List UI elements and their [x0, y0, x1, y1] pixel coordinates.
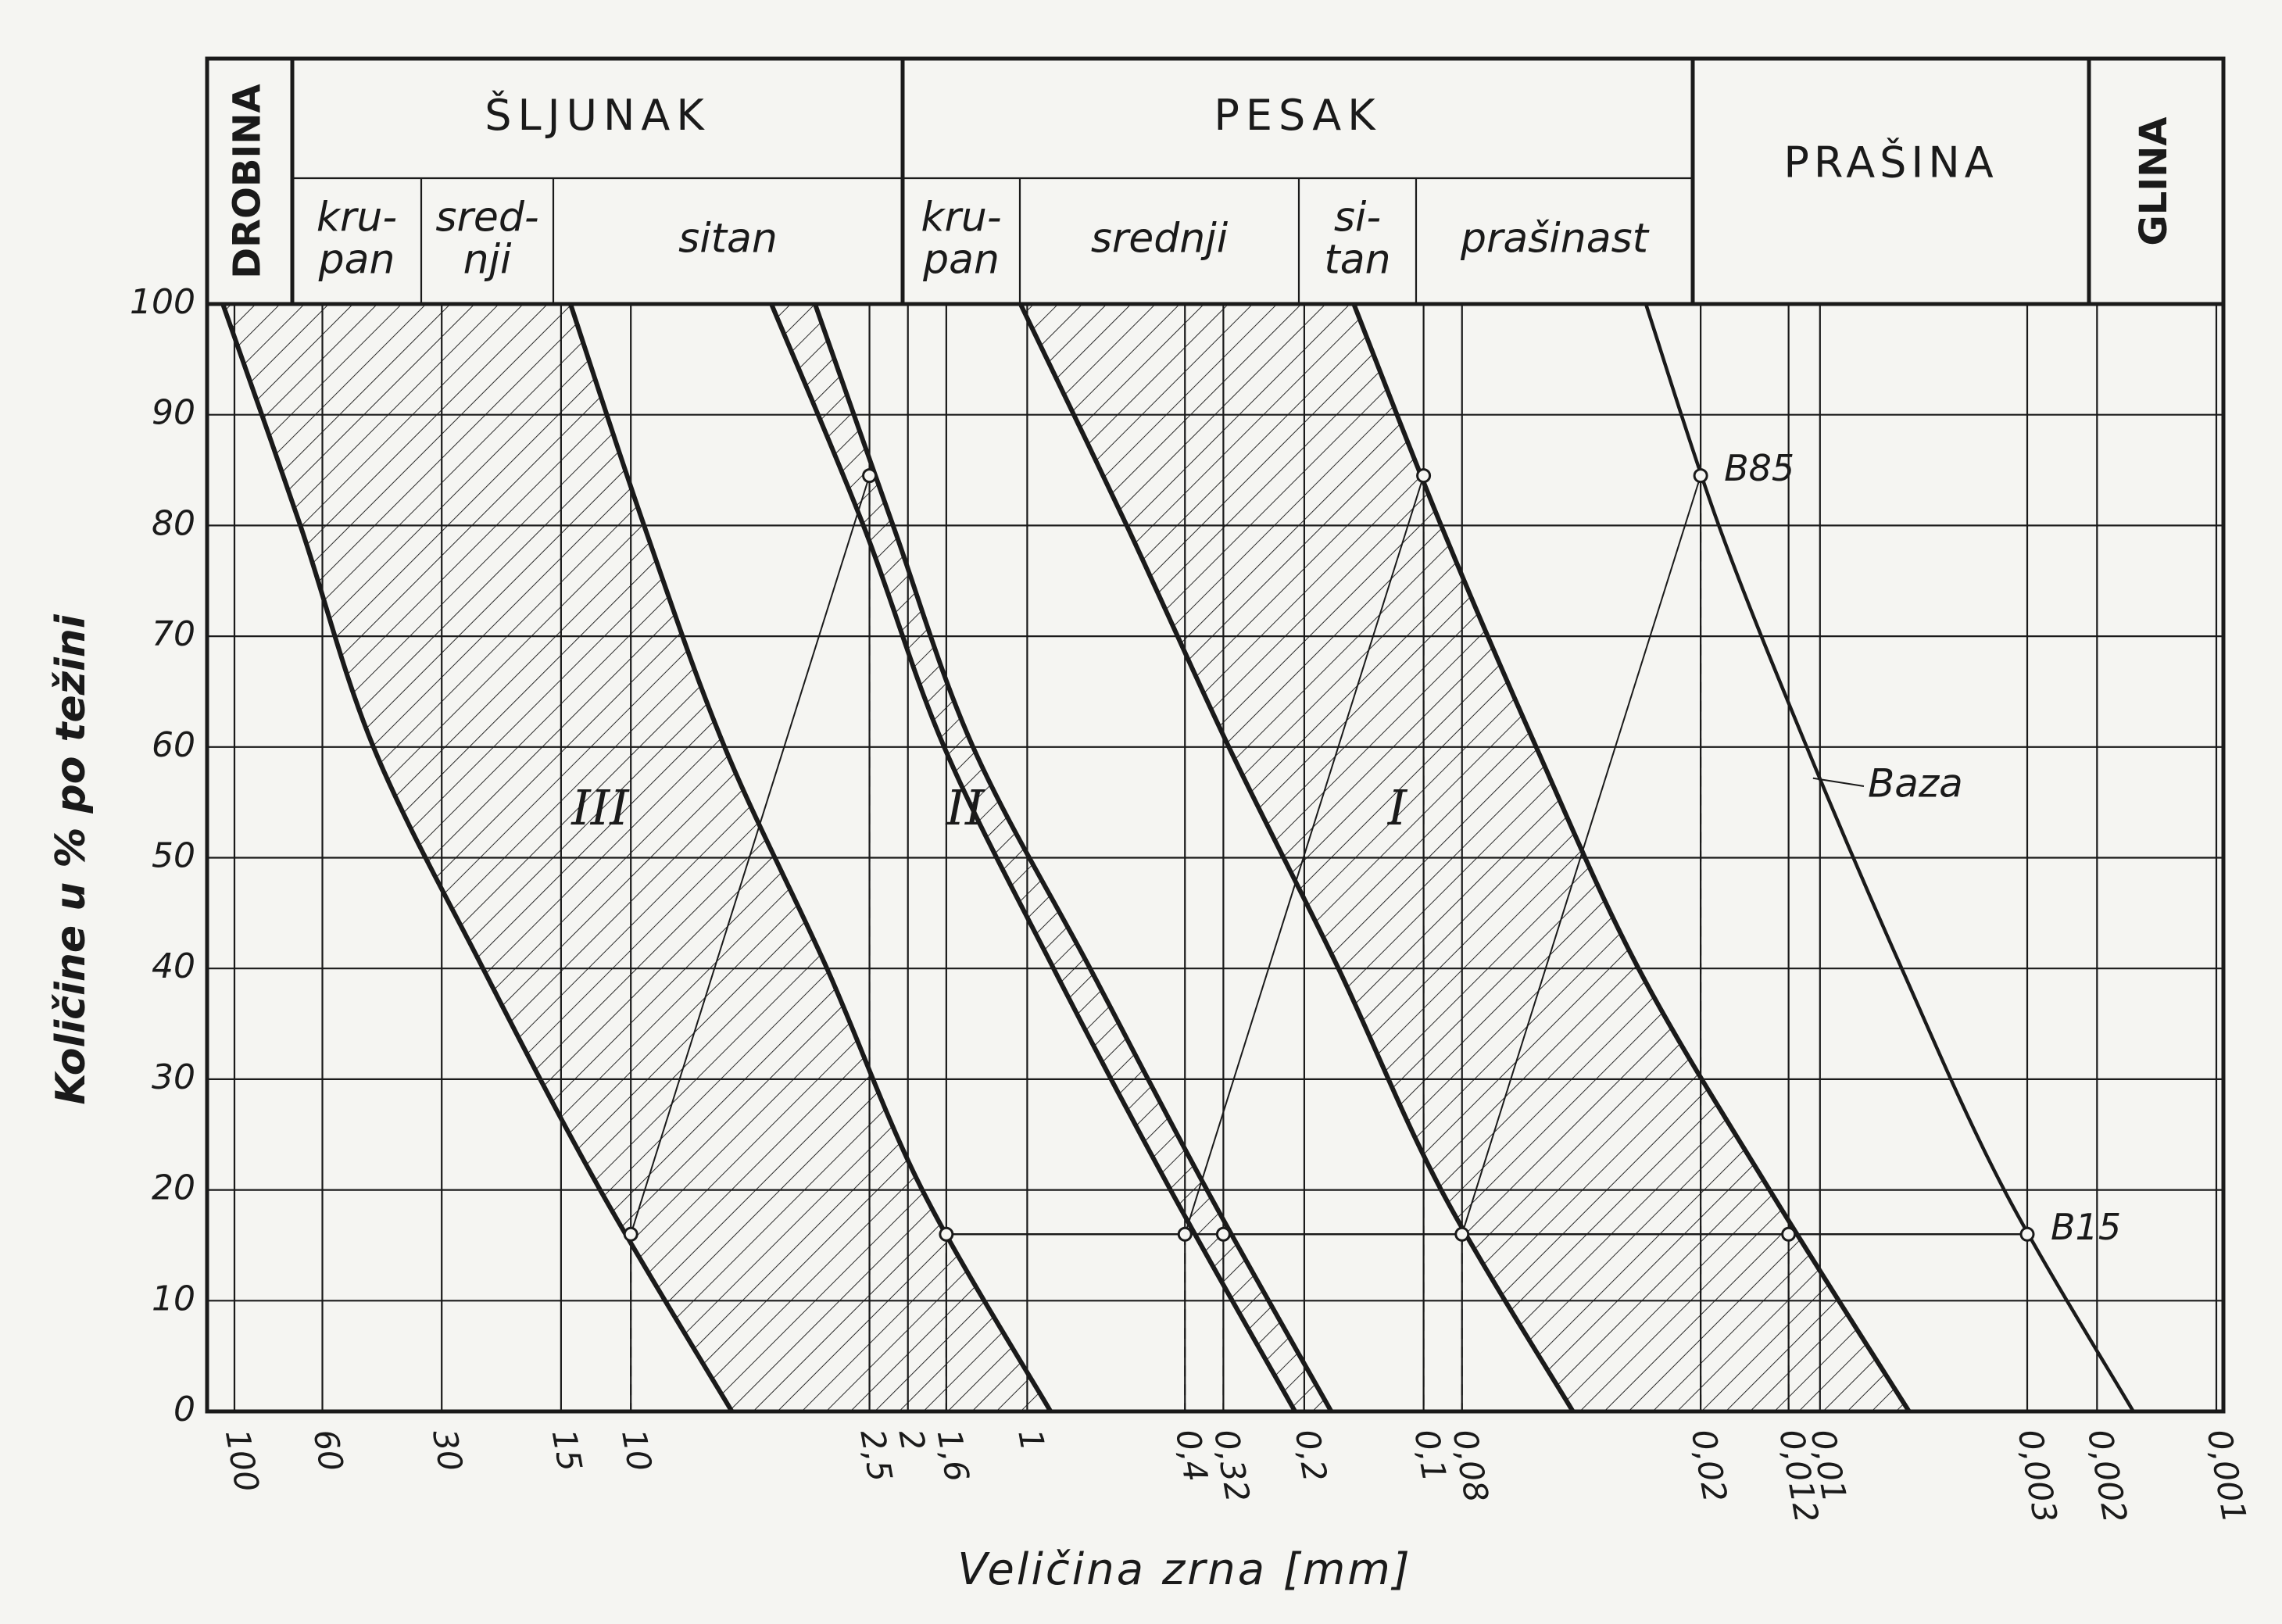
- x-tick-label: 0,32: [1207, 1426, 1257, 1505]
- header-label: PRAŠINA: [1783, 138, 1998, 188]
- x-axis-label: Veličina zrna [mm]: [957, 1544, 1411, 1595]
- x-tick-label: 100: [218, 1426, 266, 1494]
- x-tick-label: 0,003: [2011, 1426, 2065, 1526]
- construction-line: [1184, 475, 1425, 1235]
- y-tick-label: 30: [152, 1057, 195, 1097]
- y-tick-label: 20: [152, 1168, 195, 1208]
- x-tick-label: 0,001: [2200, 1426, 2254, 1526]
- y-tick-label: 10: [152, 1279, 195, 1318]
- y-tick-label: 50: [152, 836, 195, 876]
- x-tick-label: 60: [306, 1426, 351, 1474]
- x-tick-label: 1: [1010, 1426, 1052, 1454]
- zone-label: III: [570, 779, 630, 836]
- y-tick-label: 70: [152, 614, 195, 654]
- x-tick-label: 0,2: [1288, 1426, 1335, 1484]
- construction-line: [1461, 475, 1702, 1235]
- point: [1781, 1226, 1797, 1242]
- zone-label: II: [946, 779, 985, 836]
- header-sublabel: kru-: [921, 195, 1001, 241]
- point: [1454, 1226, 1470, 1242]
- point: [2019, 1226, 2035, 1242]
- curve: [769, 302, 1297, 1413]
- point: [623, 1226, 638, 1242]
- x-tick-label: 0,08: [1446, 1426, 1496, 1505]
- header-label: PESAK: [1214, 91, 1381, 140]
- header-sublabel: tan: [1324, 237, 1390, 284]
- header-sublabel: pan: [318, 237, 395, 284]
- curve: [1351, 302, 1912, 1413]
- point: [1693, 468, 1708, 484]
- series-label: Baza: [1868, 761, 1963, 807]
- label-leader: [1812, 777, 1865, 787]
- header-label: ŠLJUNAK: [485, 91, 710, 140]
- header-sublabel: nji: [463, 237, 512, 284]
- header-label: DROBINA: [226, 84, 270, 278]
- x-tick-label: 0,1: [1407, 1426, 1454, 1484]
- point: [939, 1226, 954, 1242]
- x-tick-label: 10: [614, 1426, 660, 1474]
- y-tick-label: 0: [173, 1390, 195, 1429]
- x-tick-label: 0,002: [2080, 1426, 2134, 1526]
- x-tick-label: 0,02: [1684, 1426, 1734, 1505]
- header-sublabel: si-: [1334, 195, 1381, 241]
- point: [1177, 1226, 1193, 1242]
- header-sublabel: srednji: [1091, 216, 1229, 263]
- x-tick-label: 2,5: [853, 1426, 900, 1484]
- y-tick-label: 90: [152, 393, 195, 433]
- header-sublabel: sitan: [678, 216, 778, 263]
- header-label: GLINA: [2132, 116, 2176, 245]
- header-sublabel: sred-: [435, 195, 538, 241]
- x-tick-label: 15: [545, 1426, 590, 1474]
- point-label: B85: [1724, 447, 1794, 489]
- point: [1215, 1226, 1231, 1242]
- curve: [220, 303, 735, 1413]
- x-tick-label: 1,6: [930, 1426, 977, 1484]
- header-sublabel: kru-: [317, 195, 397, 241]
- point: [1416, 468, 1432, 484]
- y-tick-label: 100: [130, 282, 195, 322]
- grid: [205, 56, 2226, 1414]
- zone-label: I: [1387, 779, 1408, 836]
- point-label: B15: [2051, 1206, 2121, 1248]
- x-tick-label: 0,4: [1168, 1426, 1215, 1484]
- construction-line: [630, 475, 871, 1235]
- y-tick-label: 80: [152, 503, 195, 543]
- header-sublabel: pan: [922, 237, 1000, 284]
- y-tick-label: 40: [152, 946, 195, 986]
- y-tick-label: 60: [152, 725, 195, 765]
- header-sublabel: prašinast: [1460, 216, 1650, 263]
- point: [862, 468, 878, 484]
- y-axis-label: Količine u % po težini: [48, 613, 95, 1104]
- x-tick-label: 2: [892, 1426, 933, 1454]
- x-tick-label: 30: [425, 1426, 470, 1474]
